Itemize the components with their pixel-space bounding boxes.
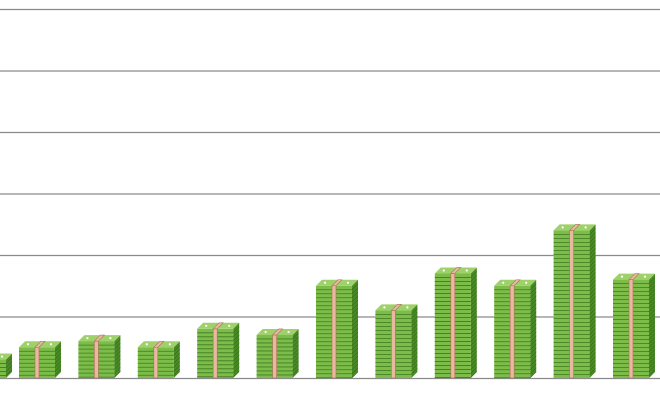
money-stack-bar [434,267,478,379]
money-stack-bar [256,328,299,379]
partial-money-stack-bar [0,353,13,378]
money-stack-bar [78,334,121,379]
money-stack-bar [613,273,656,379]
money-stack-bar [494,279,537,379]
money-stack-bar [316,279,359,379]
money-stack-bar [553,224,596,379]
money-stack-bar [137,340,181,379]
bars [0,224,656,379]
money-stack-bar [19,340,62,379]
money-stack-bar [197,322,240,379]
money-stack-bar [375,304,418,379]
gridlines [0,8,660,380]
